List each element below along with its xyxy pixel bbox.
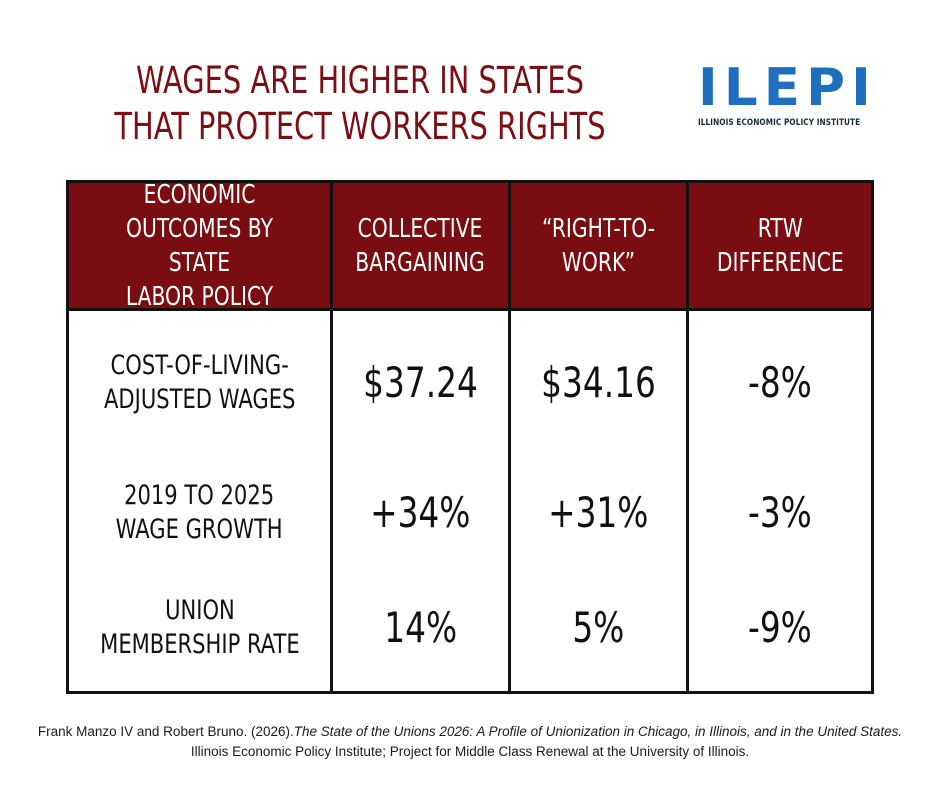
citation-publisher: Illinois Economic Policy Institute; Proj… <box>190 744 750 759</box>
value-rtw-growth: +31% <box>548 488 649 537</box>
value-collective-growth: +34% <box>370 488 471 537</box>
citation-authors: Frank Manzo IV and Robert Bruno. (2026). <box>37 724 294 739</box>
row-label-union-membership: UNION MEMBERSHIP RATE <box>99 595 300 660</box>
column-divider <box>330 183 333 691</box>
page-title: WAGES ARE HIGHER IN STATES THAT PROTECT … <box>110 58 609 150</box>
value-diff-membership: -9% <box>748 603 812 652</box>
title-line-1: WAGES ARE HIGHER IN STATES <box>136 59 584 102</box>
title-line-2: THAT PROTECT WORKERS RIGHTS <box>114 105 606 148</box>
value-rtw-membership: 5% <box>572 603 625 652</box>
value-collective-wages: $37.24 <box>363 358 478 407</box>
table-header-row: ECONOMIC OUTCOMES BY STATE LABOR POLICY … <box>69 179 871 312</box>
logo-mark: ILEPI <box>698 58 877 118</box>
row-label-wage-growth: 2019 TO 2025 WAGE GROWTH <box>115 480 284 545</box>
value-rtw-wages: $34.16 <box>541 358 656 407</box>
comparison-table: ECONOMIC OUTCOMES BY STATE LABOR POLICY … <box>66 180 874 694</box>
source-citation: Frank Manzo IV and Robert Bruno. (2026).… <box>20 722 920 762</box>
column-divider <box>508 183 511 691</box>
logo-subtitle: ILLINOIS ECONOMIC POLICY INSTITUTE <box>698 118 861 128</box>
value-diff-wages: -8% <box>748 358 812 407</box>
citation-title: The State of the Unions 2026: A Profile … <box>293 724 903 739</box>
header-collective-bargaining: COLLECTIVE BARGAINING <box>355 213 486 278</box>
row-label-cost-of-living: COST-OF-LIVING- ADJUSTED WAGES <box>103 350 296 415</box>
header-economic-outcomes: ECONOMIC OUTCOMES BY STATE LABOR POLICY <box>125 179 274 312</box>
header-rtw-difference: RTW DIFFERENCE <box>716 213 844 278</box>
value-collective-membership: 14% <box>384 603 457 652</box>
value-diff-growth: -3% <box>748 488 812 537</box>
header-right-to-work: “RIGHT-TO- WORK” <box>541 213 656 278</box>
ilepi-logo: ILEPI ILLINOIS ECONOMIC POLICY INSTITUTE <box>698 58 877 128</box>
column-divider <box>686 183 689 691</box>
